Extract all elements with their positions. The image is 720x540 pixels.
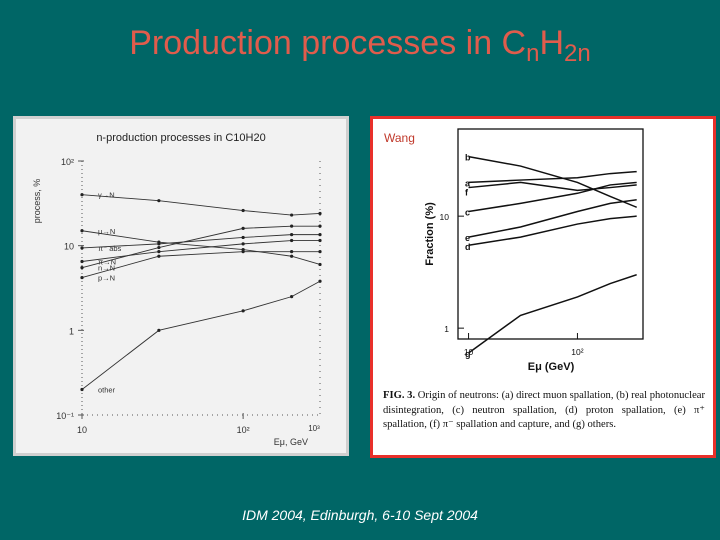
data-point <box>80 387 84 392</box>
series-line-other <box>81 280 321 390</box>
data-point <box>241 242 245 246</box>
data-point <box>157 199 161 203</box>
left-chart-panel: n-production processes in C10H20 10² 10 1 10… <box>13 116 349 456</box>
data-point <box>318 262 322 267</box>
x-tick-label: 10² <box>571 347 583 357</box>
series-label-f: f <box>465 187 469 197</box>
left-chart: n-production processes in C10H20 10² 10 1 10… <box>32 132 322 447</box>
x-axis-label: Eμ, GeV <box>274 437 308 447</box>
series-label-a: a <box>465 178 471 188</box>
data-point <box>157 250 161 254</box>
series-label-p-n: p→N <box>98 274 115 283</box>
y-tick-label: 1 <box>444 324 449 334</box>
data-point <box>290 238 294 243</box>
data-point <box>241 250 245 254</box>
data-point <box>157 242 161 246</box>
data-point <box>290 233 294 237</box>
right-chart-panel: Wang 1 10 10 10² Eμ (GeV) Fraction (%) b a f c e d g … <box>370 116 716 458</box>
series-line-b <box>468 155 637 208</box>
data-point <box>290 254 294 258</box>
series-line-g <box>468 273 637 354</box>
y-tick-label: 10² <box>61 157 74 167</box>
series-line-n <box>81 194 321 216</box>
series-line-e <box>468 199 637 238</box>
data-point <box>80 246 84 250</box>
data-point <box>318 233 322 237</box>
series-label-n: μ→N <box>98 227 115 236</box>
data-point <box>290 295 294 299</box>
slide-title: Production processes in CnH2n <box>129 24 591 67</box>
footer-text: IDM 2004, Edinburgh, 6-10 Sept 2004 <box>242 507 478 523</box>
series-label-other: other <box>98 386 116 395</box>
x-tick-label: 10 <box>77 425 87 435</box>
data-point <box>80 229 84 233</box>
data-point <box>80 266 84 270</box>
data-point <box>241 208 245 213</box>
data-point <box>157 245 161 250</box>
x-tick-label-corner: 10³ <box>308 424 320 433</box>
data-point <box>290 250 294 254</box>
x-axis-label: Eμ (GeV) <box>528 361 575 373</box>
series-label-d: d <box>465 242 471 252</box>
series-label-c: c <box>465 208 470 218</box>
data-point <box>241 309 245 313</box>
data-point <box>318 279 322 283</box>
series-label-n: π→N <box>98 258 116 267</box>
series-label-n-n: n→N <box>98 264 115 273</box>
data-point <box>80 259 84 264</box>
series-label-e: e <box>465 233 470 243</box>
y-tick-label: 1 <box>69 326 74 336</box>
series-line-c <box>468 181 637 213</box>
data-point <box>318 224 322 228</box>
data-point <box>318 250 322 254</box>
series-label-n: γ→N <box>98 191 115 200</box>
series-label-b: b <box>465 153 471 163</box>
data-point <box>80 275 84 280</box>
y-tick-label: 10⁻¹ <box>56 411 74 421</box>
data-point <box>318 211 322 216</box>
series-label-abs: π⁻ abs <box>98 244 122 253</box>
x-tick-label: 10² <box>237 425 250 435</box>
author-annotation: Wang <box>384 131 415 145</box>
data-point <box>241 235 245 240</box>
y-axis-label: Fraction (%) <box>424 202 436 266</box>
data-point <box>290 224 294 228</box>
y-tick-label: 10 <box>64 242 74 252</box>
series-line-d <box>468 215 637 246</box>
data-point <box>318 238 322 243</box>
y-axis-label: process, % <box>32 179 42 224</box>
series-line-a <box>468 170 637 184</box>
data-point <box>241 226 245 230</box>
figure-caption: FIG. 3. Origin of neutrons: (a) direct m… <box>383 390 705 431</box>
data-point <box>157 328 161 332</box>
data-point <box>290 213 294 217</box>
series-line-f <box>468 181 637 192</box>
data-point <box>80 193 84 197</box>
data-point <box>157 254 161 258</box>
plot-frame <box>457 128 644 340</box>
series-label-g: g <box>465 349 471 359</box>
chart-title: n-production processes in C10H20 <box>96 132 265 144</box>
y-tick-label: 10 <box>440 212 450 222</box>
